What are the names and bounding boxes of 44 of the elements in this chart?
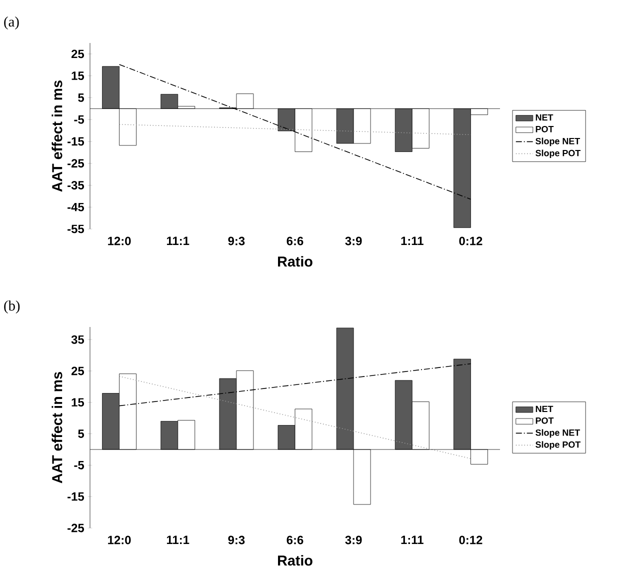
x-tick-label: 6:6: [286, 236, 304, 246]
chart-title: (b): [4, 300, 20, 314]
y-tick-label: -35: [68, 180, 84, 190]
y-tick-label: 25: [71, 50, 84, 58]
y-tick-label: 15: [72, 72, 84, 80]
y-tick-label: 25: [71, 366, 84, 376]
chart-title: (a): [4, 16, 19, 30]
x-axis-title: Ratio: [278, 555, 312, 566]
x-tick-label: 11:1: [166, 236, 190, 245]
x-tick-label: 0:12: [459, 536, 482, 544]
y-tick-label: -15: [68, 492, 84, 501]
x-tick-label: 11:1: [166, 536, 190, 544]
y-tick-label: -15: [68, 137, 84, 146]
x-tick-label: 6:6: [286, 536, 304, 544]
legend-label: Slope POT: [536, 441, 581, 450]
y-tick-label: -45: [68, 202, 84, 212]
x-tick-label: 12:0: [108, 236, 131, 246]
legend-label: POT: [536, 126, 554, 132]
x-tick-label: 12:0: [108, 536, 131, 544]
y-tick-label: 5: [78, 94, 84, 102]
y-tick-label: -25: [68, 524, 84, 532]
x-axis-title: Ratio: [278, 256, 312, 267]
legend-label: NET: [536, 406, 554, 412]
y-axis-title: AAT effect in ms: [52, 372, 62, 484]
legend-label: NET: [536, 114, 554, 120]
legend-label: POT: [536, 417, 554, 424]
x-tick-label: 9:3: [228, 536, 245, 544]
y-tick-label: -55: [68, 224, 84, 234]
y-tick-label: -5: [74, 461, 84, 470]
y-axis-title: AAT effect in ms: [52, 80, 62, 192]
legend-label: Slope NET: [536, 429, 580, 438]
x-tick-label: 1:11: [401, 236, 424, 245]
y-tick-label: -25: [68, 159, 84, 168]
y-tick-label: 15: [72, 398, 84, 407]
x-tick-label: 3:9: [345, 236, 362, 246]
x-tick-label: 9:3: [228, 236, 245, 246]
y-tick-label: 35: [71, 335, 84, 344]
y-tick-label: -5: [74, 115, 84, 124]
legend-label: Slope POT: [536, 150, 581, 158]
x-tick-label: 0:12: [459, 236, 482, 246]
legend-label: Slope NET: [536, 138, 580, 146]
x-tick-label: 1:11: [401, 536, 424, 544]
x-tick-label: 3:9: [345, 536, 362, 544]
y-tick-label: 5: [78, 430, 84, 438]
